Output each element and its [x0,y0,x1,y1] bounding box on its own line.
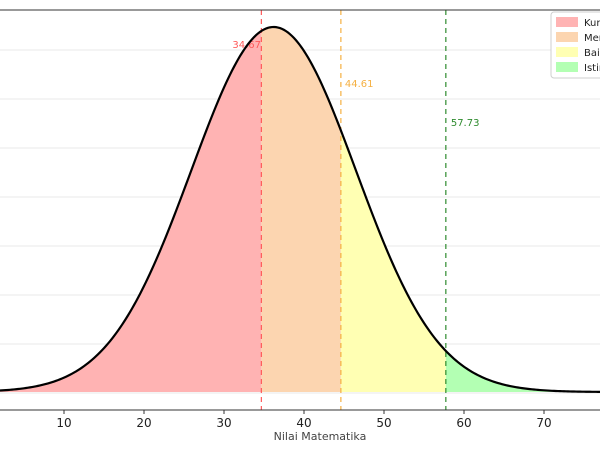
legend-swatch [556,62,578,72]
legend-entry: Mer [584,33,600,44]
legend-entry: Baik [584,48,600,59]
threshold-label: 57.73 [451,118,480,129]
threshold-label: 44.61 [345,79,374,90]
region-istir [445,350,600,392]
colored-regions [0,27,600,392]
legend-entry: Istir [584,63,600,74]
x-tick-label: 70 [536,416,551,430]
legend-swatch [556,17,578,27]
x-tick-label: 50 [376,416,391,430]
region-baik [340,130,446,392]
legend-box [550,11,600,79]
legend-swatch [556,47,578,57]
region-kur [0,31,262,392]
plot-frame [0,9,600,411]
x-axis-label: Nilai Matematika [274,430,367,443]
x-tick-label: 30 [216,416,231,430]
density-curve [0,25,600,393]
region-mer [261,27,341,392]
legend-entry: Kur [584,18,600,29]
x-tick-label: 10 [56,416,71,430]
legend-swatch [556,32,578,42]
x-tick-label: 40 [296,416,311,430]
x-tick-label: 20 [136,416,151,430]
x-axis-ticks: 10 20 30 40 50 60 70 [56,410,552,430]
x-tick-label: 60 [456,416,471,430]
legend: Kur Mer Baik Istir [550,11,600,79]
